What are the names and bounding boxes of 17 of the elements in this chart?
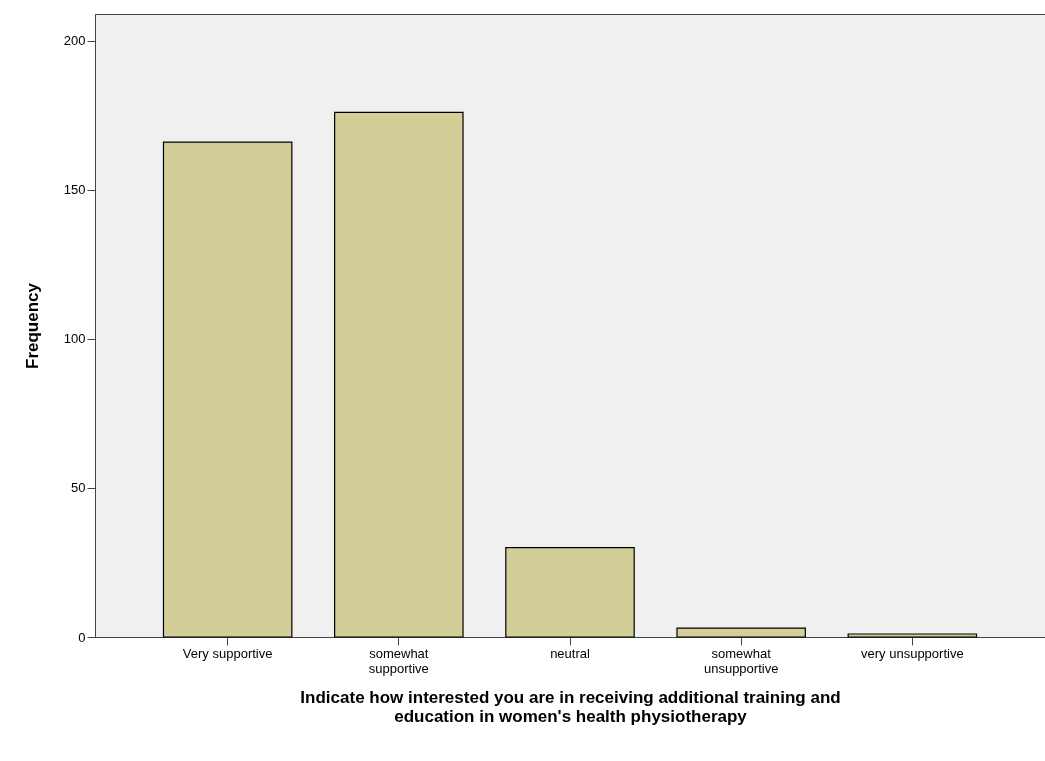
x-tick-label: very unsupportive (861, 645, 964, 661)
y-tick-label: 50 (71, 480, 86, 496)
bar (676, 627, 806, 638)
x-tick-label: neutral (550, 645, 590, 661)
y-tick-label: 150 (63, 182, 86, 198)
bar (505, 546, 635, 638)
x-tick-label: Very supportive (182, 645, 273, 661)
bar (334, 111, 464, 638)
y-tick-label: 0 (78, 629, 86, 645)
x-tick-label: somewhat unsupportive (703, 645, 779, 676)
bar (847, 633, 978, 638)
x-axis-title: Indicate how interested you are in receiving additional training and education in women's health physiotherapy (300, 687, 841, 726)
y-tick-label: 100 (63, 331, 86, 347)
x-tick-label: somewhat supportive (368, 645, 429, 676)
y-tick-label: 200 (63, 33, 86, 49)
y-axis-title: Frequency (22, 282, 42, 369)
bar (162, 141, 293, 638)
